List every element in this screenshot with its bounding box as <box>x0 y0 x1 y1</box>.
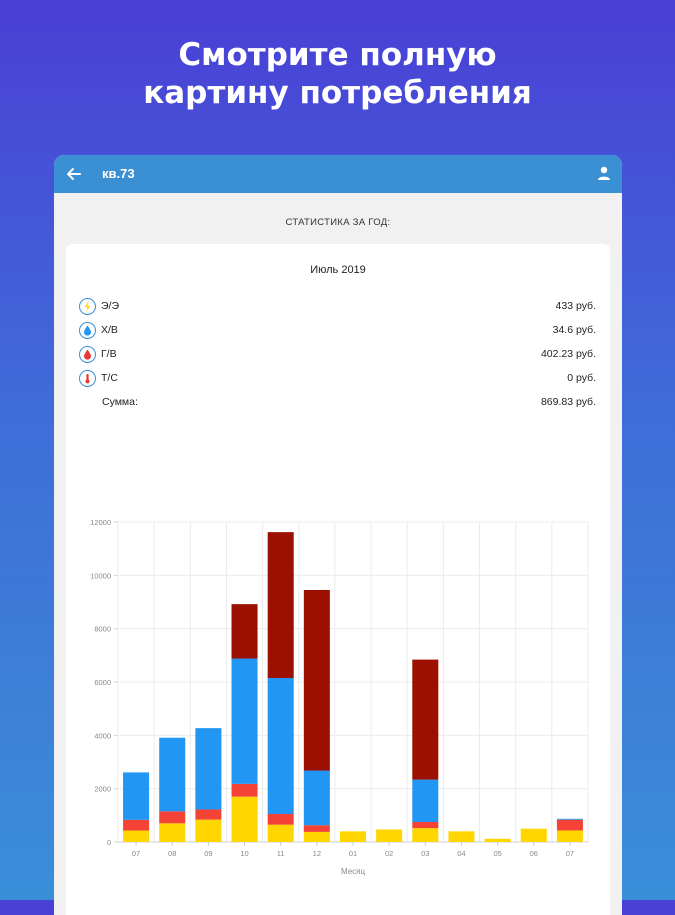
summary-label: Т/С <box>101 372 118 384</box>
bar-segment-electricity <box>556 830 583 842</box>
summary-value: 34.6 руб. <box>552 324 596 336</box>
promo-line-2: картину потребления <box>143 75 532 111</box>
bar-segment-heating <box>231 604 258 659</box>
bar-segment-heating <box>303 590 330 771</box>
summary-row-heating: Т/С 0 руб. <box>76 367 596 391</box>
app-screen: кв.73 СТАТИСТИКА ЗА ГОД: Июль 2019 Э/Э 4… <box>54 155 622 915</box>
x-tick-label: 07 <box>132 849 140 858</box>
bar-segment-hot-water <box>231 783 258 797</box>
x-tick-label: 01 <box>349 849 357 858</box>
bar-segment-cold-water <box>556 818 583 820</box>
apartment-title: кв.73 <box>102 166 135 181</box>
x-tick-label: 11 <box>277 849 285 858</box>
bar-segment-electricity <box>303 831 330 842</box>
y-tick-label: 10000 <box>90 571 111 580</box>
y-tick-label: 2000 <box>94 785 111 794</box>
bar-segment-electricity <box>376 829 403 842</box>
bar-segment-cold-water <box>303 770 330 826</box>
bar-segment-cold-water <box>267 678 294 814</box>
summary-value: 0 руб. <box>567 372 596 384</box>
hot-water-drop-icon <box>79 346 96 363</box>
y-tick-label: 6000 <box>94 678 111 687</box>
promo-line-1: Смотрите полную <box>178 37 497 73</box>
stacked-bar-chart: 0 2000 4000 6000 8000 10000 12000 07 08 09 10 11 12 0… <box>90 518 589 876</box>
bar-segment-electricity <box>123 830 150 842</box>
bar-segment-electricity <box>159 823 186 842</box>
user-profile-icon[interactable] <box>596 165 612 181</box>
bar-segment-heating <box>412 659 439 780</box>
statistics-card: Июль 2019 Э/Э 433 руб. Х/В 34.6 руб. <box>66 244 610 915</box>
y-tick-label: 12000 <box>90 518 111 527</box>
x-tick-label: 02 <box>385 849 393 858</box>
summary-row-total: Сумма: 869.83 руб. <box>76 391 596 415</box>
summary-value: 402.23 руб. <box>540 348 596 360</box>
promo-headline: Смотрите полную картину потребления <box>0 36 675 112</box>
summary-label: Х/В <box>101 324 118 336</box>
summary-row-hot-water: Г/В 402.23 руб. <box>76 343 596 367</box>
section-title: СТАТИСТИКА ЗА ГОД: <box>285 217 391 228</box>
period-label: Июль 2019 <box>310 264 366 276</box>
bar-segment-electricity <box>484 838 511 842</box>
y-tick-label: 0 <box>107 838 111 847</box>
x-tick-label: 10 <box>240 849 248 858</box>
summary-row-cold-water: Х/В 34.6 руб. <box>76 319 596 343</box>
summary-row-electricity: Э/Э 433 руб. <box>76 295 596 319</box>
bar-segment-hot-water <box>159 811 186 824</box>
app-bar: кв.73 <box>54 155 622 193</box>
lightning-icon <box>79 298 96 315</box>
bar-segment-hot-water <box>303 825 330 832</box>
bar-segment-cold-water <box>231 658 258 784</box>
x-tick-label: 03 <box>421 849 429 858</box>
x-tick-label: 08 <box>168 849 176 858</box>
bar-segment-electricity <box>448 831 475 842</box>
bar-segment-electricity <box>520 828 547 842</box>
y-tick-label: 8000 <box>94 625 111 634</box>
bar-segment-cold-water <box>412 779 439 822</box>
x-tick-label: 09 <box>204 849 212 858</box>
summary-label: Г/В <box>101 348 117 360</box>
bar-segment-cold-water <box>159 737 186 812</box>
bar-segment-cold-water <box>123 772 150 820</box>
x-axis-label: Месяц <box>341 867 366 876</box>
total-label: Сумма: <box>102 396 138 408</box>
bar-segment-electricity <box>231 796 258 842</box>
yearly-chart: 0 2000 4000 6000 8000 10000 12000 07 08 09 10 11 12 0… <box>66 506 610 891</box>
bar-segment-electricity <box>195 819 222 842</box>
thermometer-icon <box>79 370 96 387</box>
x-tick-label: 05 <box>493 849 501 858</box>
x-tick-label: 07 <box>566 849 574 858</box>
bar-segment-cold-water <box>195 728 222 810</box>
water-drop-icon <box>79 322 96 339</box>
bar-segment-electricity <box>339 831 367 842</box>
bar-segment-hot-water <box>267 814 294 825</box>
summary-label: Э/Э <box>101 300 120 312</box>
x-tick-label: 04 <box>457 849 465 858</box>
summary-list: Э/Э 433 руб. Х/В 34.6 руб. Г/В 402.23 ру… <box>76 295 596 415</box>
bar-segment-electricity <box>267 824 294 842</box>
bar-segment-hot-water <box>195 809 222 820</box>
x-tick-label: 12 <box>313 849 321 858</box>
x-tick-label: 06 <box>530 849 538 858</box>
bar-segment-hot-water <box>412 822 439 829</box>
bar-segment-heating <box>267 532 294 678</box>
summary-value: 433 руб. <box>555 300 596 312</box>
total-value: 869.83 руб. <box>540 396 596 408</box>
back-arrow-icon[interactable] <box>64 164 84 184</box>
bar-segment-hot-water <box>556 819 583 831</box>
bar-segment-electricity <box>412 828 439 842</box>
y-tick-label: 4000 <box>94 731 111 740</box>
bar-segment-hot-water <box>123 819 150 831</box>
